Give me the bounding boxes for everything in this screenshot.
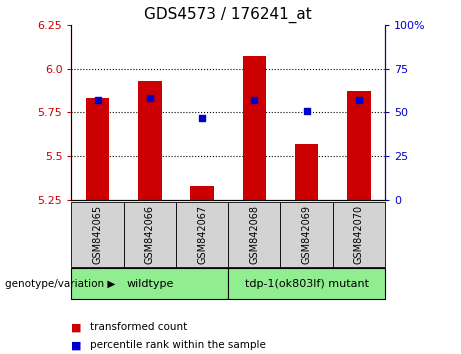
Bar — [138, 81, 161, 200]
Text: genotype/variation ▶: genotype/variation ▶ — [5, 279, 115, 289]
Text: transformed count: transformed count — [90, 322, 187, 332]
Point — [303, 108, 310, 114]
Text: ■: ■ — [71, 322, 82, 332]
Text: percentile rank within the sample: percentile rank within the sample — [90, 340, 266, 350]
Point — [198, 115, 206, 120]
Bar — [86, 98, 109, 200]
Text: GSM842068: GSM842068 — [249, 205, 260, 264]
Bar — [347, 91, 371, 200]
Text: GSM842067: GSM842067 — [197, 205, 207, 264]
Title: GDS4573 / 176241_at: GDS4573 / 176241_at — [144, 7, 312, 23]
Text: wildtype: wildtype — [126, 279, 173, 289]
Bar — [295, 144, 318, 200]
Text: ■: ■ — [71, 340, 82, 350]
Point — [94, 97, 101, 103]
Text: tdp-1(ok803lf) mutant: tdp-1(ok803lf) mutant — [245, 279, 368, 289]
Text: GSM842070: GSM842070 — [354, 205, 364, 264]
Text: GSM842065: GSM842065 — [93, 205, 103, 264]
Point — [251, 97, 258, 103]
Text: GSM842066: GSM842066 — [145, 205, 155, 264]
Bar — [242, 56, 266, 200]
Text: GSM842069: GSM842069 — [301, 205, 312, 264]
Bar — [190, 186, 214, 200]
Point — [146, 96, 154, 101]
Point — [355, 97, 362, 103]
